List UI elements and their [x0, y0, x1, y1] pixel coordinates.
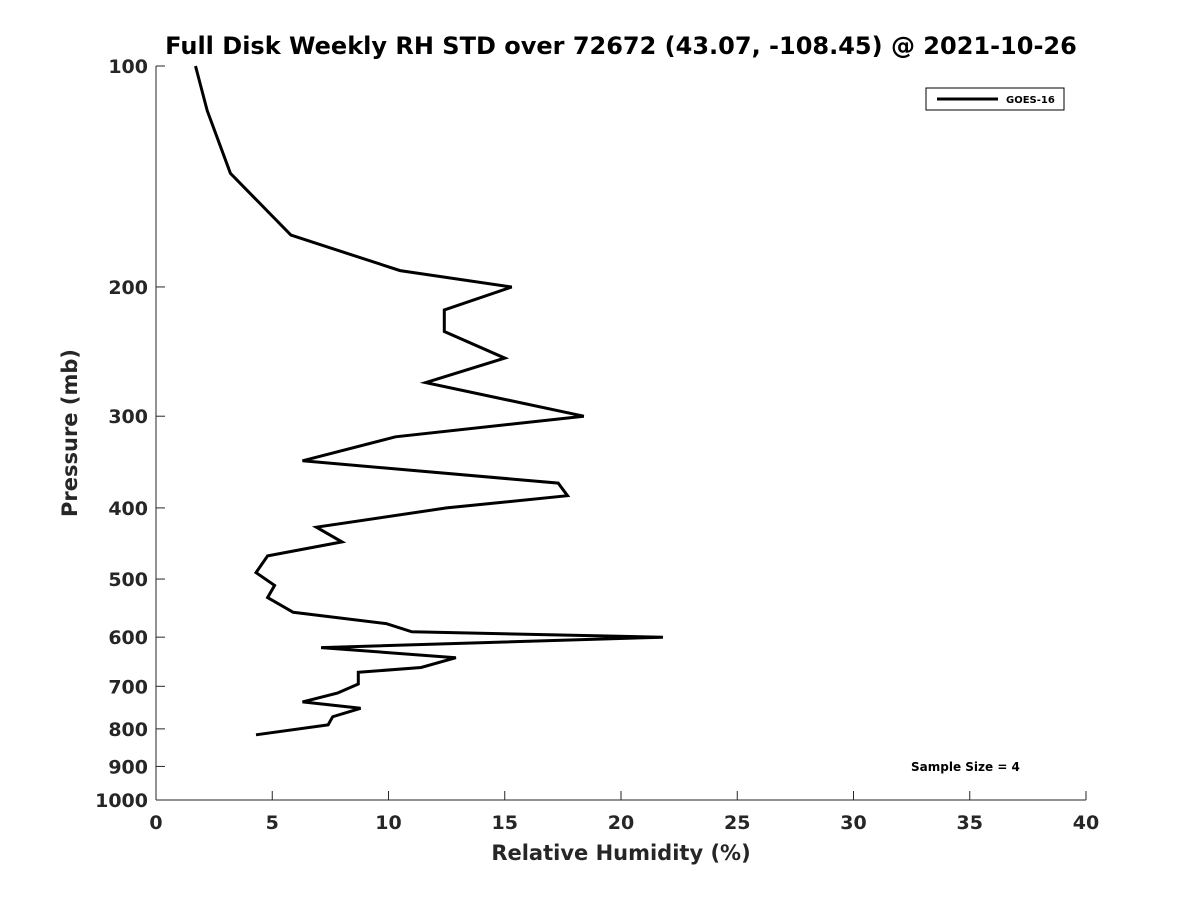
y-tick-label: 700 [108, 676, 148, 698]
x-ticks: 0 5 10 15 20 25 30 35 40 [149, 791, 1099, 834]
y-tick-label: 1000 [95, 790, 148, 812]
y-tick-label: 500 [108, 569, 148, 591]
x-axis-label: Relative Humidity (%) [491, 841, 750, 865]
x-tick-label: 40 [1073, 812, 1099, 834]
series-line-goes-16 [194, 65, 663, 737]
y-tick-label: 600 [108, 627, 148, 649]
x-tick-label: 35 [957, 812, 983, 834]
series-layer [194, 65, 663, 737]
y-tick-label: 200 [108, 277, 148, 299]
axes [155, 66, 1086, 801]
x-tick-label: 20 [608, 812, 634, 834]
y-tick-label: 300 [108, 406, 148, 428]
x-tick-label: 15 [492, 812, 518, 834]
sample-size-annotation: Sample Size = 4 [911, 760, 1020, 774]
y-ticks: 100 200 300 400 500 600 700 800 900 1000 [95, 56, 165, 812]
y-tick-label: 800 [108, 719, 148, 741]
legend: GOES-16 [925, 87, 1065, 111]
y-tick-label: 400 [108, 498, 148, 520]
x-tick-label: 25 [724, 812, 750, 834]
y-axis-label: Pressure (mb) [58, 349, 82, 517]
x-tick-label: 5 [266, 812, 279, 834]
x-tick-label: 10 [375, 812, 401, 834]
chart-title: Full Disk Weekly RH STD over 72672 (43.0… [165, 32, 1077, 60]
y-tick-label: 900 [108, 756, 148, 778]
x-tick-label: 30 [840, 812, 866, 834]
legend-label-goes-16: GOES-16 [1006, 95, 1055, 106]
x-tick-label: 0 [149, 812, 162, 834]
y-tick-label: 100 [108, 56, 148, 78]
